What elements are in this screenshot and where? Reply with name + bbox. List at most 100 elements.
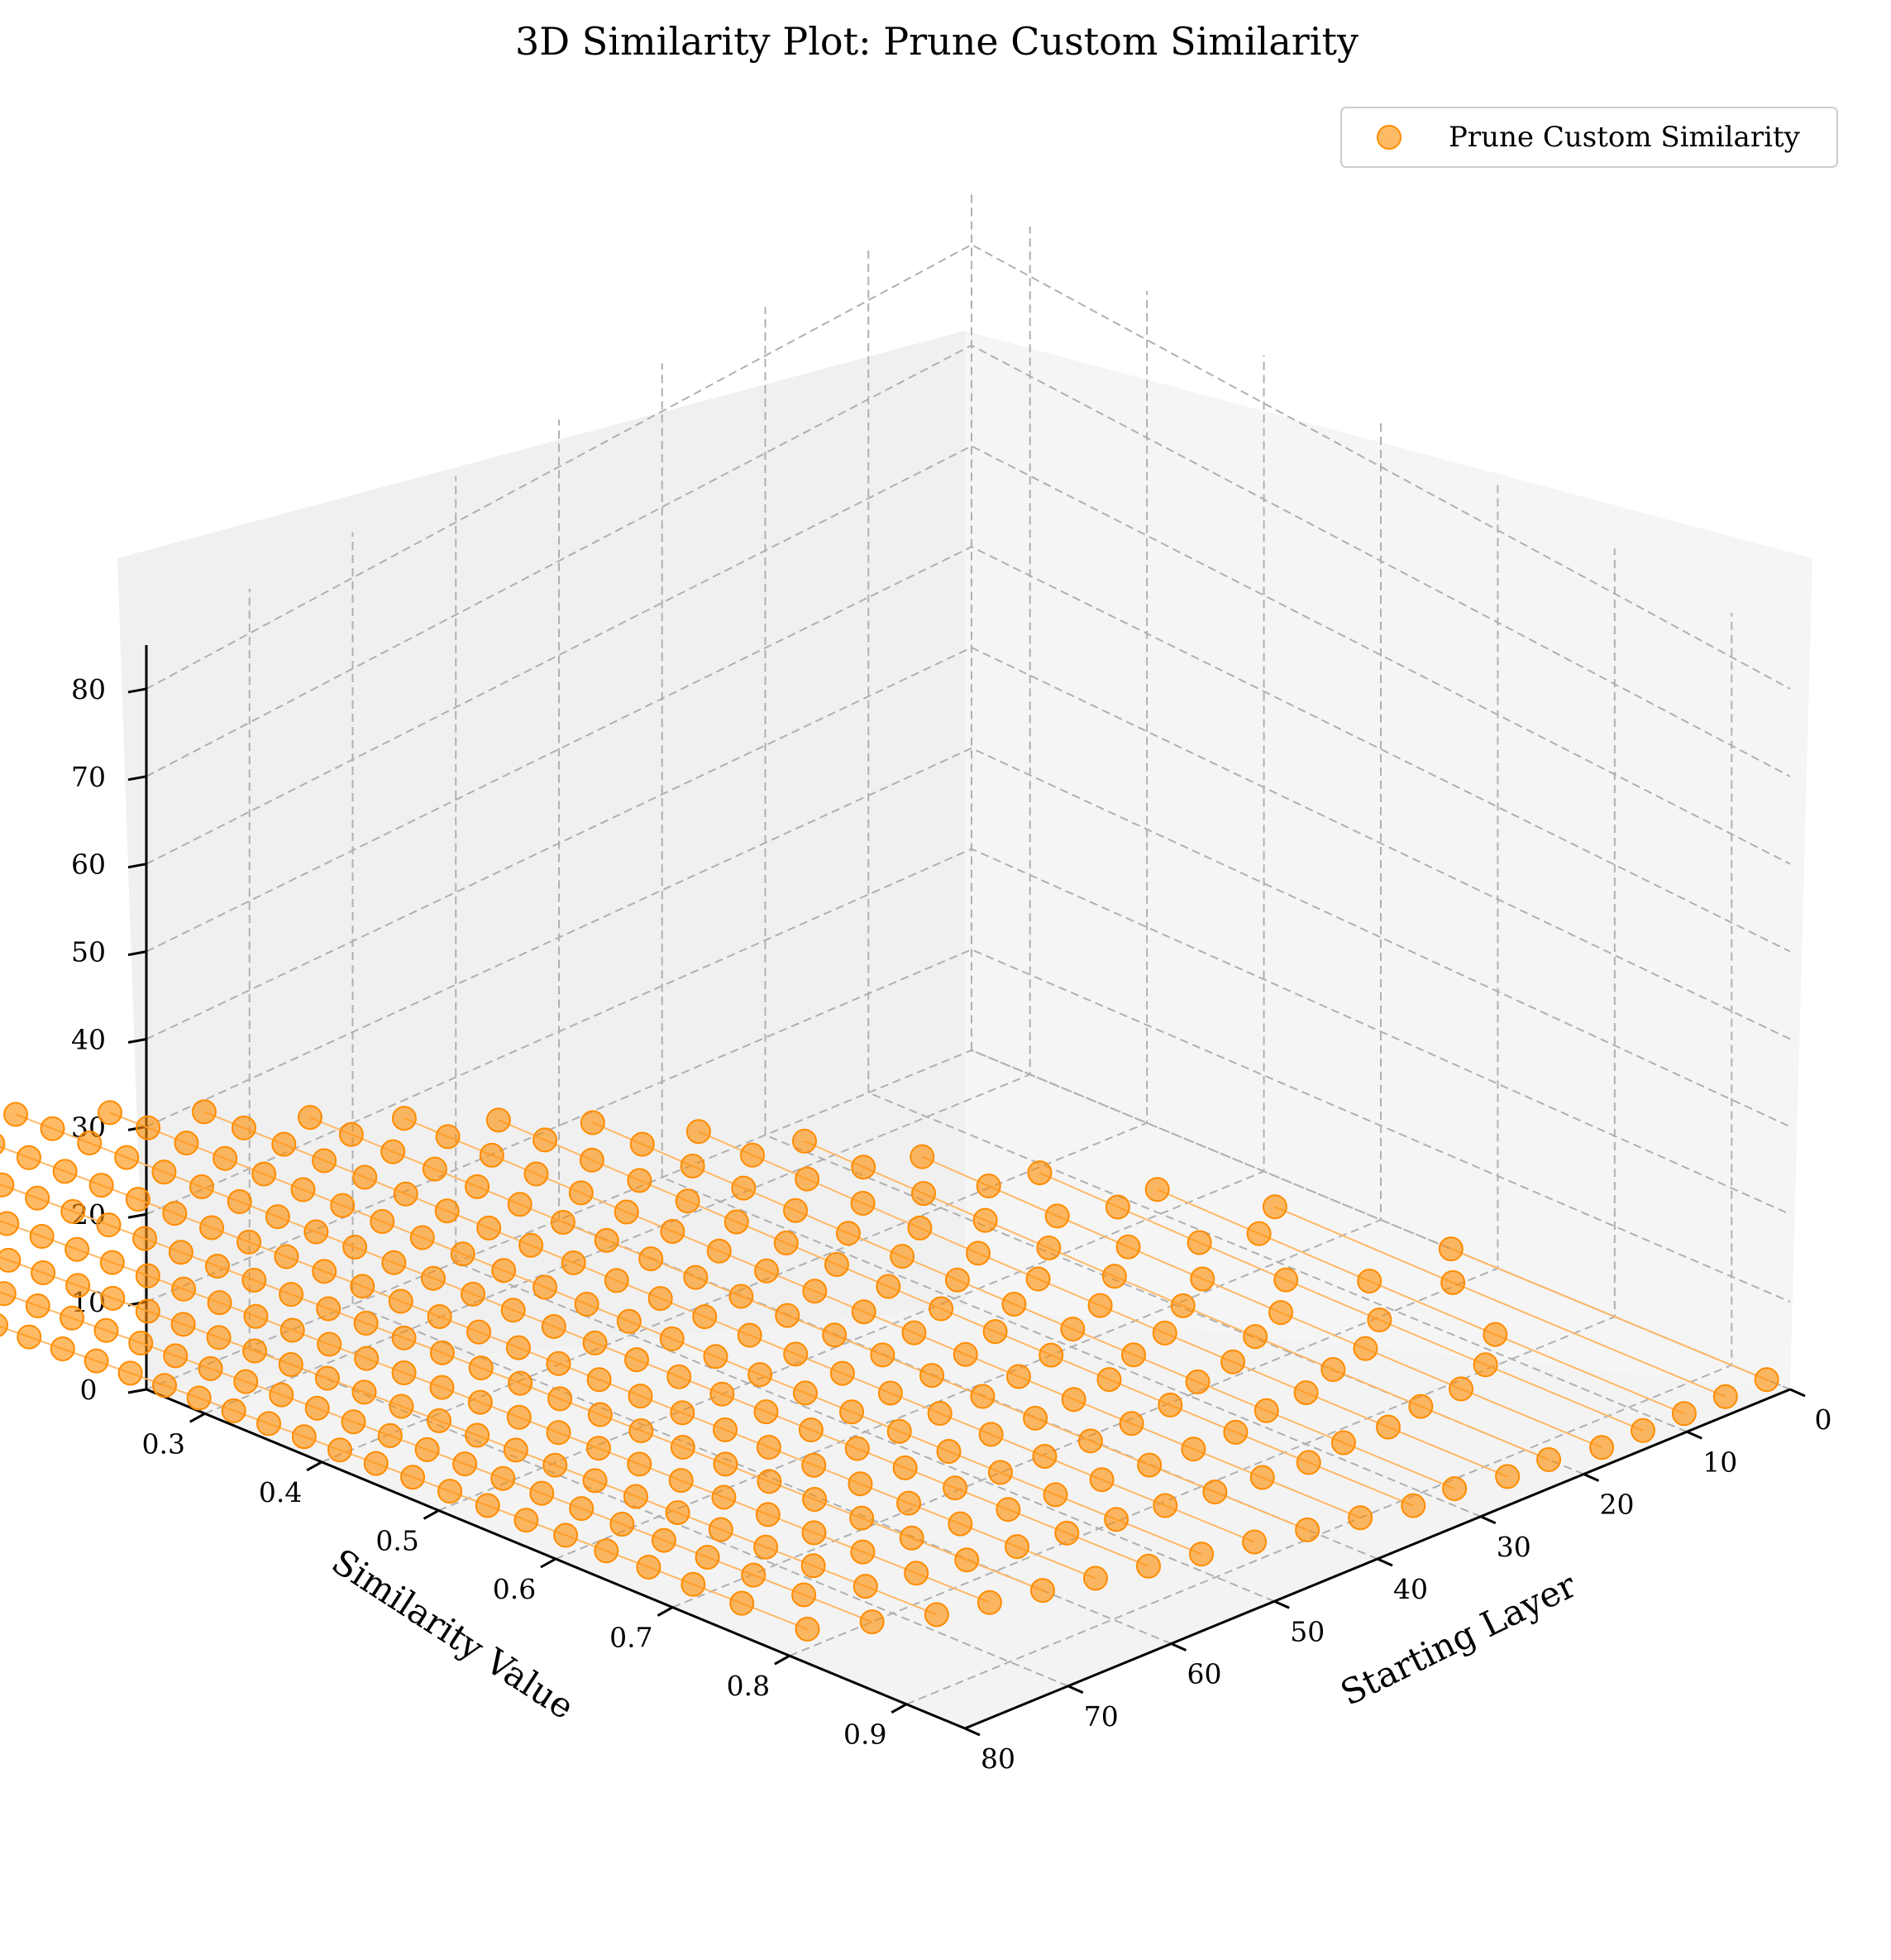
series-link bbox=[1387, 1426, 1508, 1478]
y-tick-label: 0.3 bbox=[141, 1427, 184, 1460]
data-point bbox=[479, 1142, 504, 1168]
data-point bbox=[579, 1147, 604, 1173]
data-point bbox=[1295, 1517, 1320, 1542]
data-point bbox=[1254, 1398, 1279, 1423]
data-point bbox=[587, 1402, 613, 1427]
data-point bbox=[1353, 1336, 1378, 1361]
x-tick-label: 70 bbox=[1084, 1700, 1119, 1733]
data-point bbox=[582, 1330, 608, 1355]
x-tick-label: 40 bbox=[1393, 1573, 1428, 1605]
data-point bbox=[132, 1226, 158, 1251]
data-point bbox=[204, 1254, 230, 1279]
data-point bbox=[580, 1110, 605, 1135]
data-point bbox=[31, 1260, 56, 1286]
series-link bbox=[1197, 1380, 1268, 1412]
data-point bbox=[982, 1319, 1008, 1345]
data-point bbox=[380, 1139, 406, 1164]
data-point bbox=[927, 1401, 953, 1427]
data-point bbox=[1137, 1452, 1163, 1478]
data-point bbox=[996, 1497, 1021, 1523]
x-tick-mark bbox=[1480, 1515, 1497, 1525]
data-point bbox=[341, 1409, 366, 1435]
data-point bbox=[729, 1590, 755, 1616]
x-tick-mark bbox=[1686, 1430, 1702, 1440]
data-point bbox=[709, 1381, 735, 1407]
data-point bbox=[680, 1153, 705, 1178]
data-point bbox=[342, 1235, 368, 1260]
y-axis-line bbox=[146, 1388, 966, 1730]
data-point bbox=[434, 1198, 460, 1224]
data-point bbox=[370, 1209, 395, 1235]
data-point bbox=[1144, 1177, 1170, 1202]
data-point bbox=[1408, 1394, 1434, 1419]
data-point bbox=[561, 1250, 586, 1275]
data-point bbox=[256, 1411, 282, 1437]
data-point bbox=[585, 1436, 611, 1461]
data-point bbox=[1440, 1269, 1466, 1295]
data-point bbox=[93, 1317, 119, 1343]
grid-line-x bbox=[351, 532, 1172, 1645]
data-point bbox=[977, 1590, 1002, 1615]
data-point bbox=[728, 1284, 754, 1309]
data-point bbox=[802, 1279, 828, 1304]
data-point bbox=[414, 1437, 440, 1462]
series-link bbox=[1452, 1281, 1726, 1398]
data-point bbox=[1087, 1293, 1113, 1318]
z-tick-mark bbox=[127, 1388, 147, 1394]
data-point bbox=[978, 1422, 1004, 1447]
data-point bbox=[703, 1344, 728, 1370]
data-point bbox=[65, 1273, 91, 1298]
z-tick-label: 0 bbox=[80, 1374, 98, 1406]
data-point bbox=[791, 1582, 817, 1608]
data-point bbox=[274, 1244, 299, 1269]
series-link bbox=[1365, 1347, 1462, 1390]
data-point bbox=[171, 1276, 197, 1302]
data-point bbox=[298, 1105, 322, 1131]
data-point bbox=[400, 1465, 426, 1490]
data-point bbox=[708, 1517, 733, 1542]
data-point bbox=[692, 1304, 718, 1330]
series-link bbox=[1164, 1504, 1255, 1543]
data-point bbox=[1367, 1307, 1392, 1332]
data-point bbox=[739, 1142, 765, 1168]
data-point bbox=[792, 1380, 818, 1406]
data-point bbox=[1348, 1505, 1373, 1531]
data-point bbox=[279, 1282, 304, 1307]
series-link bbox=[1117, 1206, 1201, 1244]
data-point bbox=[1754, 1367, 1779, 1393]
data-point bbox=[128, 1330, 154, 1355]
series-link bbox=[1115, 1518, 1202, 1556]
x-tick-mark bbox=[1273, 1599, 1290, 1609]
data-point bbox=[191, 1099, 217, 1125]
data-point bbox=[377, 1422, 403, 1448]
data-point bbox=[60, 1198, 86, 1224]
data-point bbox=[1170, 1293, 1196, 1318]
data-point bbox=[850, 1539, 876, 1565]
data-point bbox=[1060, 1317, 1086, 1342]
data-point bbox=[475, 1493, 500, 1518]
series-link bbox=[915, 1572, 991, 1604]
data-point bbox=[1036, 1235, 1062, 1260]
data-point bbox=[553, 1523, 579, 1548]
data-point bbox=[508, 1370, 533, 1396]
data-point bbox=[944, 1267, 970, 1293]
data-point bbox=[168, 1240, 193, 1265]
data-point bbox=[152, 1373, 178, 1398]
data-point bbox=[529, 1480, 555, 1506]
series-link bbox=[1262, 1476, 1361, 1519]
data-point bbox=[227, 1189, 252, 1215]
x-tick-label: 60 bbox=[1187, 1658, 1222, 1690]
data-point bbox=[241, 1267, 267, 1293]
data-point bbox=[393, 1181, 418, 1207]
data-point bbox=[1357, 1269, 1382, 1294]
data-point bbox=[754, 1258, 780, 1284]
data-point bbox=[1296, 1450, 1321, 1475]
data-point bbox=[84, 1348, 109, 1374]
grid-line-z bbox=[146, 445, 1791, 865]
data-point bbox=[314, 1365, 340, 1391]
data-point bbox=[351, 1379, 377, 1405]
data-point bbox=[1089, 1467, 1115, 1493]
data-point bbox=[660, 1218, 685, 1244]
series-link bbox=[1114, 1275, 1184, 1307]
data-point bbox=[236, 1229, 262, 1255]
